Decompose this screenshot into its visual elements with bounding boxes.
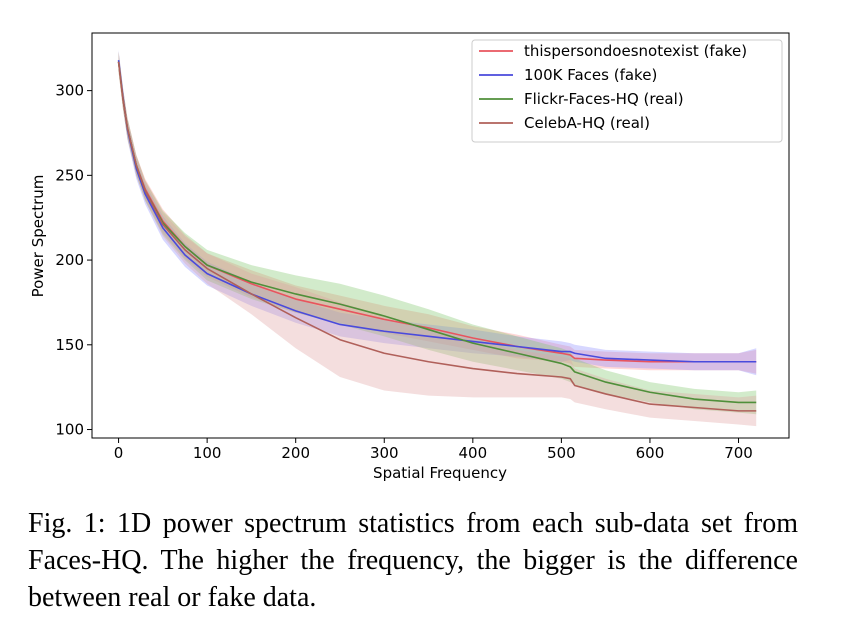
x-tick-label: 500 [547, 444, 576, 462]
band-series-3 [118, 51, 757, 415]
y-tick-label: 200 [55, 251, 84, 269]
x-tick-label: 0 [114, 444, 124, 462]
x-axis-label: Spatial Frequency [373, 464, 507, 482]
x-tick-label: 400 [459, 444, 488, 462]
figure-caption: Fig. 1: 1D power spectrum statistics fro… [28, 508, 798, 613]
legend-label-1: thispersondoesnotexist (fake) [524, 42, 747, 60]
y-axis-label: Power Spectrum [29, 175, 47, 298]
series-lines [117, 60, 757, 412]
chart: 0 100 200 300 400 500 600 700 100 150 200 250 300 S… [29, 32, 790, 482]
legend-label-2: 100K Faces (fake) [524, 66, 657, 84]
y-tick-label: 100 [55, 421, 84, 439]
plot-frame [91, 32, 790, 439]
legend-label-3: Flickr-Faces-HQ (real) [524, 90, 684, 108]
x-axis-ticks: 0 100 200 300 400 500 600 700 [114, 438, 753, 462]
x-tick-label: 300 [370, 444, 399, 462]
line-series-2 [117, 60, 757, 363]
x-tick-label: 700 [724, 444, 753, 462]
legend-label-4: CelebA-HQ (real) [524, 114, 650, 132]
x-tick-label: 200 [281, 444, 310, 462]
band-series-2 [118, 49, 757, 376]
band-series-4 [118, 51, 757, 427]
y-tick-label: 300 [55, 82, 84, 100]
y-axis-ticks: 100 150 200 250 300 [55, 82, 92, 439]
legend-frame [471, 39, 783, 143]
y-tick-label: 150 [55, 336, 84, 354]
legend: thispersondoesnotexist (fake) 100K Faces … [471, 39, 783, 143]
x-tick-label: 600 [636, 444, 665, 462]
y-tick-label: 250 [55, 166, 84, 184]
x-tick-label: 100 [193, 444, 222, 462]
line-series-4 [117, 61, 757, 412]
